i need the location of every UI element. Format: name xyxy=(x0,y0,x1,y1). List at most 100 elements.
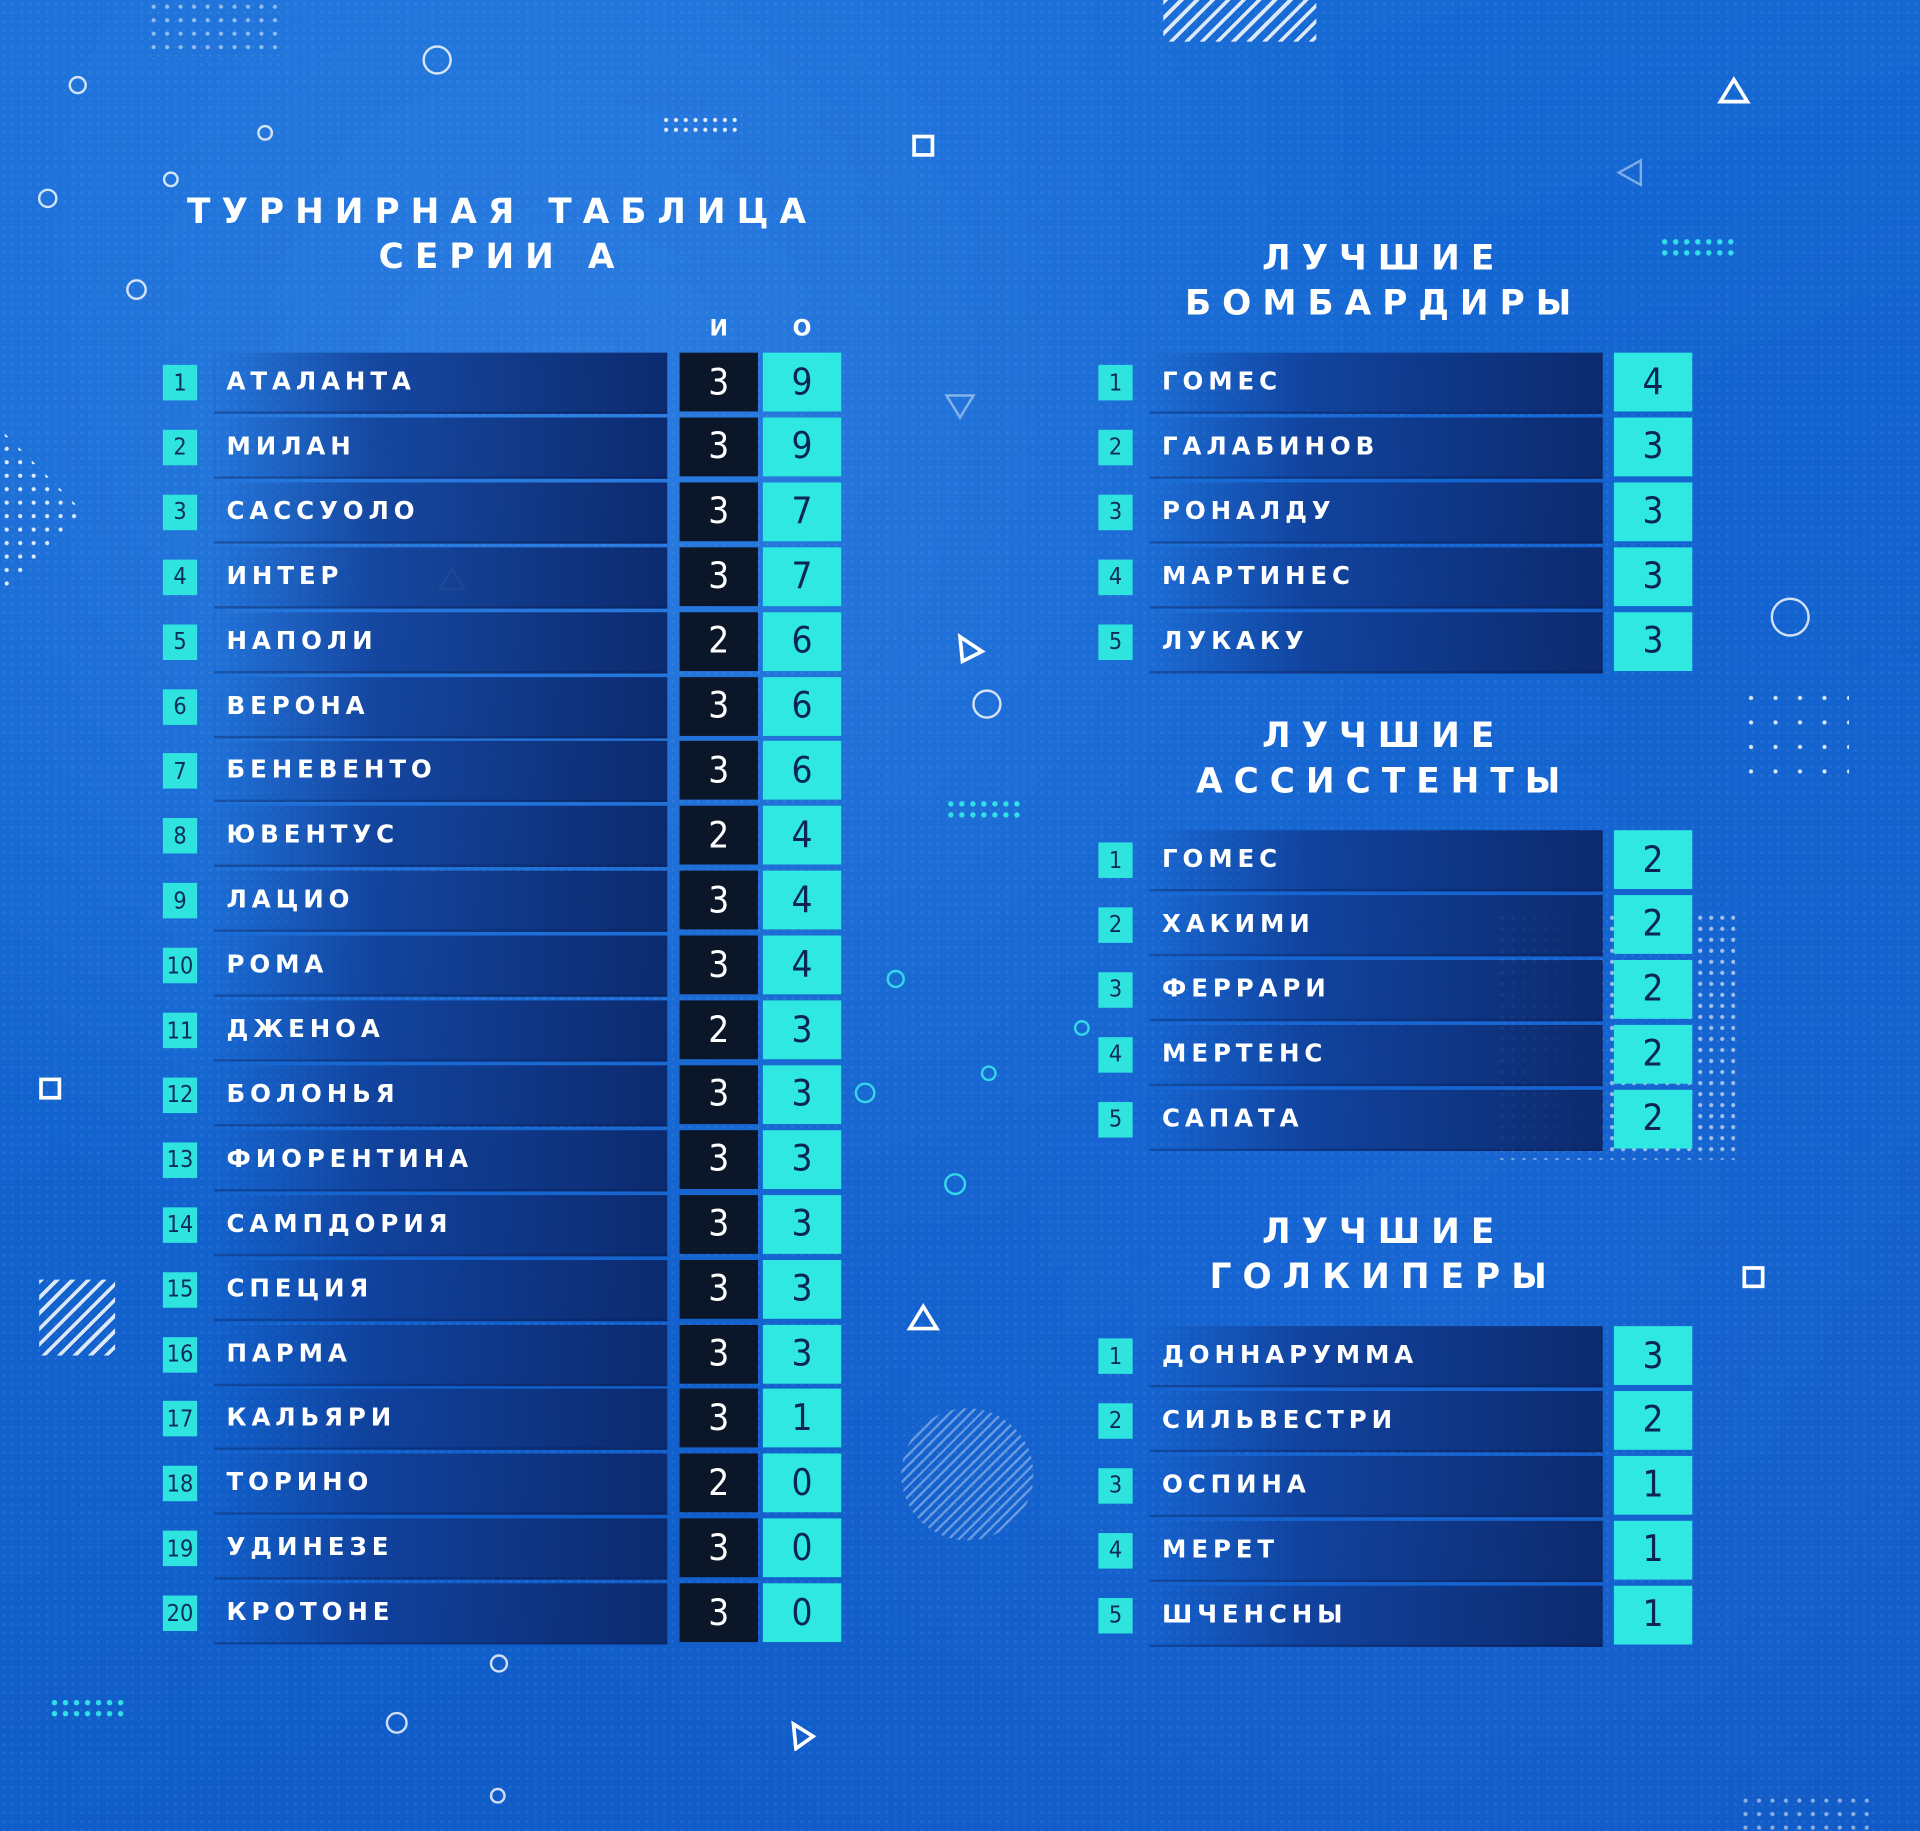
points-cell: 0 xyxy=(762,1453,842,1513)
team-name: АТАЛАНТА xyxy=(226,366,416,396)
team-name: ИНТЕР xyxy=(226,560,344,590)
standings-row: 7 БЕНЕВЕНТО 3 6 xyxy=(162,741,844,803)
games-played-cell: 2 xyxy=(679,1000,758,1060)
stat-value-cell: 1 xyxy=(1613,1520,1693,1580)
rank-badge: 7 xyxy=(162,753,198,790)
team-name-bar: САМПДОРИЯ xyxy=(214,1194,668,1256)
team-name: БЕНЕВЕНТО xyxy=(226,754,437,785)
games-played-cell: 2 xyxy=(679,1453,758,1513)
player-name: МАРТИНЕС xyxy=(1162,560,1355,590)
rank-badge: 15 xyxy=(162,1271,198,1308)
standings-row: 16 ПАРМА 3 3 xyxy=(162,1324,844,1386)
standings-row: 2 МИЛАН 3 9 xyxy=(162,417,844,479)
rank-badge: 14 xyxy=(162,1206,198,1243)
standings-row: 14 САМПДОРИЯ 3 3 xyxy=(162,1194,844,1256)
standings-title-line1: ТУРНИРНАЯ ТАБЛИЦА xyxy=(187,191,818,232)
team-name-bar: БОЛОНЬЯ xyxy=(214,1065,668,1127)
scorers-row: 3 РОНАЛДУ 3 xyxy=(1098,482,1693,544)
stat-value-cell: 3 xyxy=(1613,417,1693,477)
goalkeepers-row: 2 СИЛЬВЕСТРИ 2 xyxy=(1098,1390,1693,1453)
team-name: КАЛЬЯРИ xyxy=(226,1402,397,1432)
points-cell: 4 xyxy=(762,870,842,930)
scorers-title-line2: БОМБАРДИРЫ xyxy=(1185,282,1583,324)
points-cell: 9 xyxy=(762,417,842,477)
rank-badge: 2 xyxy=(1098,429,1133,466)
points-cell: 3 xyxy=(762,1324,842,1384)
team-name-bar: ИНТЕР xyxy=(214,546,668,609)
stat-value-cell: 3 xyxy=(1613,1326,1693,1385)
player-name: ГОМЕС xyxy=(1162,843,1283,874)
standings-title: ТУРНИРНАЯ ТАБЛИЦА СЕРИИ А xyxy=(159,189,845,280)
rank-badge: 4 xyxy=(162,559,198,595)
player-name-bar: СИЛЬВЕСТРИ xyxy=(1149,1390,1603,1453)
team-name: ЛАЦИО xyxy=(226,884,355,914)
team-name-bar: КРОТОНЕ xyxy=(214,1583,668,1645)
goalkeepers-row: 5 ШЧЕНСНЫ 1 xyxy=(1098,1585,1693,1647)
rank-badge: 1 xyxy=(1098,842,1133,878)
games-played-cell: 3 xyxy=(679,1129,758,1189)
rank-badge: 5 xyxy=(1098,623,1133,660)
team-name: САССУОЛО xyxy=(226,495,420,526)
standings-row: 19 УДИНЕЗЕ 3 0 xyxy=(162,1518,844,1580)
standings-row: 5 НАПОЛИ 2 6 xyxy=(162,611,844,673)
points-cell: 3 xyxy=(762,1194,842,1254)
player-name-bar: ФЕРРАРИ xyxy=(1149,959,1603,1021)
standings-title-line2: СЕРИИ А xyxy=(378,236,626,277)
player-name: ДОННАРУММА xyxy=(1162,1339,1419,1369)
rank-badge: 3 xyxy=(1098,494,1133,530)
scorers-title: ЛУЧШИЕ БОМБАРДИРЫ xyxy=(1096,235,1672,326)
team-name: НАПОЛИ xyxy=(226,625,378,655)
team-name-bar: ТОРИНО xyxy=(214,1453,668,1516)
player-name-bar: РОНАЛДУ xyxy=(1149,482,1603,544)
games-played-cell: 3 xyxy=(679,1583,758,1643)
stat-value-cell: 1 xyxy=(1613,1585,1693,1645)
goalkeepers-title-line1: ЛУЧШИЕ xyxy=(1262,1211,1506,1252)
points-cell: 3 xyxy=(762,1129,842,1189)
player-name: МЕРТЕНС xyxy=(1162,1037,1328,1068)
player-name: ОСПИНА xyxy=(1162,1469,1311,1499)
assists-row: 3 ФЕРРАРИ 2 xyxy=(1098,959,1693,1021)
player-name-bar: ЛУКАКУ xyxy=(1149,611,1603,673)
team-name: ДЖЕНОА xyxy=(226,1013,385,1044)
player-name-bar: САПАТА xyxy=(1149,1089,1603,1151)
rank-badge: 4 xyxy=(1098,1036,1133,1073)
games-played-cell: 3 xyxy=(679,1259,758,1319)
player-name: СИЛЬВЕСТРИ xyxy=(1162,1404,1398,1434)
scorers-row: 2 ГАЛАБИНОВ 3 xyxy=(1098,417,1693,479)
standings-row: 11 ДЖЕНОА 2 3 xyxy=(162,1000,844,1062)
team-name-bar: ПАРМА xyxy=(214,1324,668,1386)
games-played-cell: 3 xyxy=(679,1065,758,1124)
rank-badge: 19 xyxy=(162,1530,198,1567)
games-played-cell: 2 xyxy=(679,806,758,865)
team-name: РОМА xyxy=(226,949,329,979)
player-name-bar: ШЧЕНСНЫ xyxy=(1149,1585,1603,1647)
team-name: ФИОРЕНТИНА xyxy=(226,1143,473,1173)
assists-title-line1: ЛУЧШИЕ xyxy=(1262,715,1506,756)
games-played-cell: 3 xyxy=(679,546,758,606)
player-name-bar: ОСПИНА xyxy=(1149,1455,1603,1517)
games-played-cell: 3 xyxy=(679,1518,758,1578)
rank-badge: 2 xyxy=(1098,1403,1133,1439)
player-name: РОНАЛДУ xyxy=(1162,495,1336,526)
team-name: МИЛАН xyxy=(226,430,356,461)
goalkeepers-row: 1 ДОННАРУММА 3 xyxy=(1098,1326,1693,1388)
player-name: ЛУКАКУ xyxy=(1162,625,1309,655)
team-name-bar: КАЛЬЯРИ xyxy=(214,1389,668,1451)
scorers-title-line1: ЛУЧШИЕ xyxy=(1262,237,1506,278)
points-column-header: О xyxy=(792,315,812,342)
team-name-bar: ЮВЕНТУС xyxy=(214,806,668,868)
standings-row: 17 КАЛЬЯРИ 3 1 xyxy=(162,1389,844,1451)
team-name: САМПДОРИЯ xyxy=(226,1208,453,1238)
standings-row: 1 АТАЛАНТА 3 9 xyxy=(162,352,844,414)
points-cell: 3 xyxy=(762,1000,842,1060)
team-name-bar: СПЕЦИЯ xyxy=(214,1259,668,1321)
games-column-header: И xyxy=(709,315,729,342)
player-name-bar: ГАЛАБИНОВ xyxy=(1149,417,1603,479)
rank-badge: 16 xyxy=(162,1336,198,1373)
standings-row: 20 КРОТОНЕ 3 0 xyxy=(162,1583,844,1645)
stat-value-cell: 3 xyxy=(1613,611,1693,671)
games-played-cell: 3 xyxy=(679,482,758,541)
rank-badge: 4 xyxy=(1098,559,1133,595)
stat-value-cell: 4 xyxy=(1613,352,1693,412)
